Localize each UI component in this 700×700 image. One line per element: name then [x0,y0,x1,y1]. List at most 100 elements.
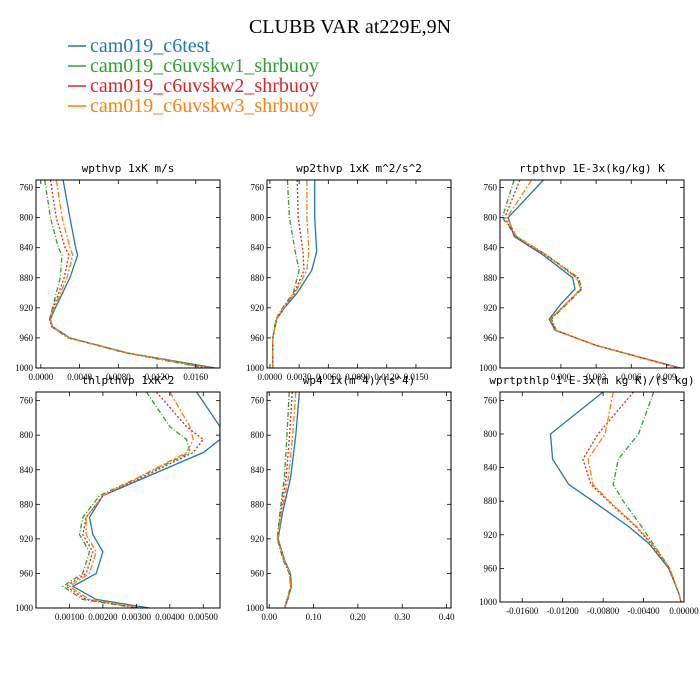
x-tick-label: 0.0030 [287,372,312,382]
x-tick-label: -0.00400 [627,606,660,616]
y-tick-label: 800 [20,430,34,440]
x-tick-label: 0.0120 [145,372,170,382]
y-tick-label: 800 [251,213,265,223]
y-tick-label: 960 [20,333,34,343]
y-tick-label: 960 [484,333,498,343]
chart-panel: wp2thvp 1xK m^2/s^2 760 800 840 880 920 960 100… [246,162,452,382]
chart-panel: wpthvp 1xK m/s76080084088092096010000.00… [15,162,221,382]
plot-frame [35,391,221,609]
plot-frame [266,179,452,369]
panel-title: wpthvp 1xK m/s [82,162,175,175]
x-tick-label: -0.00800 [587,606,620,616]
panel-title: thlpthvp 1xK^2 [82,374,175,387]
y-tick-label: 840 [20,243,34,253]
y-tick-label: 920 [251,303,265,313]
x-tick-label: -0.01600 [506,606,539,616]
x-tick-label: -0.01200 [547,606,580,616]
plot-frame [499,391,685,603]
y-tick-label: 880 [484,496,498,506]
y-tick-label: 920 [20,534,34,544]
panel-title: wp4 1x(m^4)/(s^4) [303,374,416,387]
series-line [276,392,297,608]
plot-frame [35,179,221,369]
x-tick-label: 0.0060 [316,372,341,382]
y-tick-label: 920 [251,534,265,544]
legend-label: cam019_c6uvskw1_shrbuoy [90,55,319,77]
series-line [549,392,682,602]
y-tick-label: 760 [484,395,498,405]
x-tick-label: 0.009 [656,372,677,382]
series-line [71,392,220,608]
x-tick-label: 0.40 [439,612,455,622]
series-line [503,180,680,368]
legend-label: cam019_c6test [90,35,210,57]
series-line [48,180,208,368]
y-tick-label: 760 [251,183,265,193]
y-tick-label: 800 [484,213,498,223]
x-tick-label: 0.0160 [183,372,208,382]
y-tick-label: 1000 [15,603,34,613]
panel-title: wprtpthlp 1-E-3x(m kg K)/(s kg) [489,374,694,387]
y-tick-label: 880 [484,273,498,283]
legend-item: cam019_c6test [68,35,210,57]
series-line [612,392,682,602]
y-tick-label: 920 [20,303,34,313]
series-line [272,180,310,368]
x-tick-label: 0.0000 [258,372,283,382]
panel-title: rtpthvp 1E-3x(kg/kg) K [519,162,665,175]
y-tick-label: 840 [484,463,498,473]
y-tick-label: 960 [484,563,498,573]
y-tick-label: 840 [484,243,498,253]
x-tick-label: 0.0080 [106,372,131,382]
legend-label: cam019_c6uvskw3_shrbuoy [90,95,319,117]
legend-item: cam019_c6uvskw1_shrbuoy [68,55,319,77]
x-tick-label: 0.0150 [404,372,429,382]
x-tick-label: 0.00400 [155,612,185,622]
x-tick-label: 0.00500 [189,612,219,622]
y-tick-label: 1000 [15,363,34,373]
x-tick-label: 0.0000 [28,372,53,382]
series-line [272,180,300,368]
series-line [587,392,682,602]
series-line [272,180,318,368]
y-tick-label: 760 [251,396,265,406]
x-tick-label: 0.000 [551,372,572,382]
y-tick-label: 920 [484,530,498,540]
panel-title: wp2thvp 1xK m^2/s^2 [296,162,422,175]
y-tick-label: 960 [251,568,265,578]
y-tick-label: 760 [484,183,498,193]
y-tick-label: 840 [251,243,265,253]
x-tick-label: 0.0120 [374,372,399,382]
y-tick-label: 800 [20,213,34,223]
y-tick-label: 840 [251,465,265,475]
x-tick-label: 0.00100 [55,612,85,622]
series-line [49,180,216,368]
y-tick-label: 920 [484,303,498,313]
chart-panel: wprtpthlp 1-E-3x(m kg K)/(s kg) 760 800 840… [479,374,699,616]
y-tick-label: 800 [484,429,498,439]
chart-panel: thlpthvp 1xK^2 760 800 840 880 920 960 1000 0.00… [15,374,221,622]
series-line [501,180,679,368]
series-line [277,392,301,608]
panels: wpthvp 1xK m/s76080084088092096010000.00… [15,162,699,622]
x-tick-label: 0.00200 [88,612,118,622]
figure-title: CLUBB VAR at229E,9N [249,16,451,38]
legend-label: cam019_c6uvskw2_shrbuoy [90,75,319,97]
chart-panel: wp4 1x(m^4)/(s^4)76080084088092096010000… [246,374,455,622]
chart-panel: rtpthvp 1E-3x(kg/kg) K 760 800 840 880 920 960… [479,162,685,382]
y-tick-label: 880 [251,499,265,509]
series-line [506,180,680,368]
y-tick-label: 880 [20,273,34,283]
legend: cam019_c6testcam019_c6uvskw1_shrbuoycam0… [68,35,319,117]
series-line [582,392,682,602]
x-tick-label: 0.30 [394,612,410,622]
series-line [49,180,211,368]
x-tick-label: 0.0090 [345,372,370,382]
x-tick-label: 0.003 [586,372,607,382]
x-tick-label: 0.00 [261,612,277,622]
y-tick-label: 880 [20,499,34,509]
y-tick-label: 960 [251,333,265,343]
legend-item: cam019_c6uvskw3_shrbuoy [68,95,319,117]
x-tick-label: 0.006 [621,372,642,382]
